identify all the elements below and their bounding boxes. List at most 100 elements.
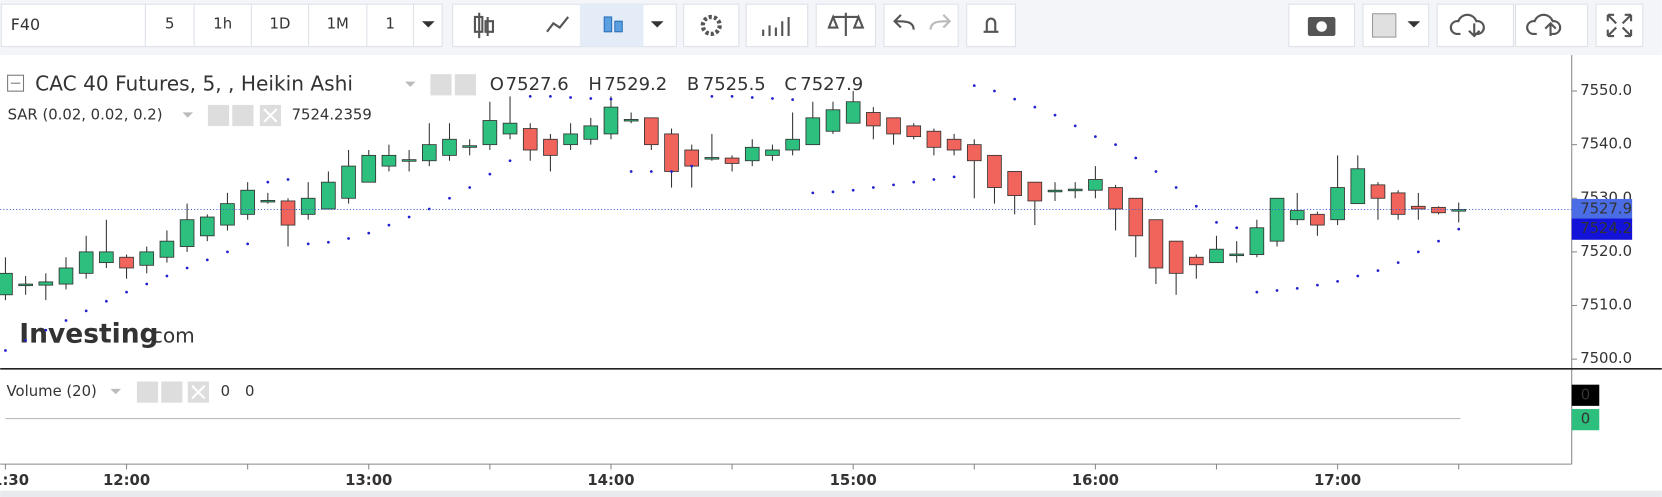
sar-dot <box>226 250 229 254</box>
candle-body <box>240 189 255 215</box>
sar-dot <box>528 95 532 98</box>
interval-button[interactable]: 1h <box>213 15 232 32</box>
last-price-text: 7527.9 <box>1580 201 1632 218</box>
sar-dot <box>932 178 936 181</box>
sar-dot <box>1134 156 1138 160</box>
candle-body <box>966 144 982 162</box>
sar-dot <box>407 215 411 219</box>
x-tick-label: 17:00 <box>1314 472 1361 489</box>
alert-button[interactable] <box>966 3 1016 48</box>
volume-value: 0 <box>221 383 230 400</box>
sar-dot <box>306 242 310 246</box>
candle-body <box>18 283 33 287</box>
x-tick-label: 16:00 <box>1072 472 1119 489</box>
candle-body <box>1067 188 1083 192</box>
sar-dot <box>811 191 815 195</box>
y-tick-label: 7550.0 <box>1580 82 1632 99</box>
candle-body <box>139 251 155 266</box>
sar-dot <box>488 172 492 176</box>
candle-body <box>1007 171 1022 197</box>
candle-body <box>623 119 639 122</box>
candle-body <box>482 120 498 146</box>
volume-tag-text: 0 <box>1581 386 1590 403</box>
y-tick-label: 7540.0 <box>1580 136 1632 153</box>
sar-dot <box>185 266 189 270</box>
candle-body <box>785 138 800 151</box>
sar-dot <box>1215 221 1218 224</box>
interval-button[interactable]: 1 <box>385 15 394 32</box>
load-button[interactable] <box>1436 3 1514 48</box>
candle-body <box>543 138 558 156</box>
indicators-button[interactable] <box>745 3 809 48</box>
candle-body <box>522 128 538 151</box>
sar-dot <box>710 95 714 98</box>
sar-dot <box>871 186 875 189</box>
sar-dot <box>670 170 673 173</box>
volume-label: Volume (20) <box>7 383 97 400</box>
sar-dot <box>44 328 48 332</box>
x-tick-label: 13:00 <box>345 472 392 489</box>
candle-body <box>220 203 235 226</box>
sar-dot <box>1033 105 1037 109</box>
sar-dot <box>549 95 552 98</box>
settings-button[interactable] <box>683 3 740 48</box>
interval-button[interactable]: 5 <box>165 15 174 32</box>
sar-dot <box>104 299 108 303</box>
ohlc-value: 7529.2 <box>604 74 667 95</box>
sar-dot <box>750 96 754 99</box>
candle-body <box>926 130 942 148</box>
volume-tag <box>1571 384 1600 406</box>
sar-dot <box>791 98 795 101</box>
interval-button[interactable]: 1D <box>270 15 291 32</box>
sar-dot <box>892 183 895 187</box>
ohlc-letter: C <box>784 74 797 95</box>
candle-body <box>1188 256 1204 266</box>
y-tick-label: 7520.0 <box>1580 243 1632 260</box>
sar-dot <box>266 180 270 184</box>
sar-dot <box>629 170 633 173</box>
sar-dot <box>1073 124 1077 128</box>
bottom-strip <box>0 490 1662 497</box>
candle-body <box>78 251 94 274</box>
candle-body <box>1310 213 1325 226</box>
candle-body <box>58 267 74 285</box>
candle-body <box>845 101 861 124</box>
sar-dot <box>1053 113 1057 117</box>
candle-body <box>1168 240 1184 274</box>
sar-dot <box>145 282 149 286</box>
volume-tag <box>1571 409 1600 431</box>
sar-dot <box>387 223 391 227</box>
candle-body <box>300 197 316 215</box>
candle-body <box>341 165 356 199</box>
candle-body <box>644 117 659 146</box>
ohlc-letter: O <box>490 74 504 95</box>
sar-dot <box>1295 286 1299 290</box>
chart-title: CAC 40 Futures, 5, , Heikin Ashi <box>35 71 353 95</box>
sar-dot <box>1396 261 1400 264</box>
candle-body <box>1330 187 1345 221</box>
interval-button[interactable]: 1M <box>327 15 349 32</box>
candle-body <box>280 200 296 226</box>
candle-body <box>442 138 457 156</box>
toolbar-icons <box>0 3 1644 48</box>
ohlc-value: 7525.5 <box>703 74 766 95</box>
candle-body <box>946 138 962 151</box>
candle-body <box>704 157 720 160</box>
candle-body <box>987 154 1002 188</box>
sar-dot <box>771 97 774 100</box>
ohlc-value: 7527.6 <box>506 74 569 95</box>
candle-body <box>765 149 780 156</box>
candle-body <box>805 117 821 146</box>
sar-dot <box>912 180 916 184</box>
sar-dot <box>347 237 350 240</box>
sar-dot <box>730 95 734 98</box>
fullscreen-button[interactable] <box>1595 3 1644 48</box>
sar-dot <box>993 89 996 93</box>
candle-body <box>260 199 276 203</box>
candle-body <box>361 154 377 183</box>
sar-dot <box>246 242 250 246</box>
interval-group[interactable] <box>144 3 443 48</box>
undo-redo[interactable] <box>883 3 959 48</box>
sar-dot <box>1356 274 1360 278</box>
symbol-box[interactable] <box>0 3 146 48</box>
